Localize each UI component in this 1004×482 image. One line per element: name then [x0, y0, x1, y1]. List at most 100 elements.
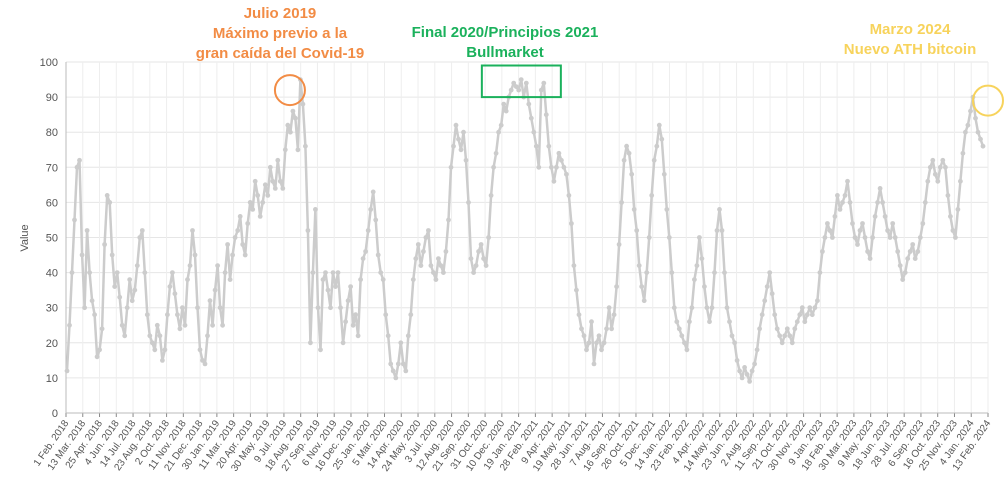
- data-point: [927, 164, 933, 170]
- data-point: [945, 193, 951, 198]
- data-point: [702, 284, 707, 289]
- data-point: [538, 87, 544, 93]
- data-point: [880, 200, 885, 205]
- data-point: [252, 178, 258, 184]
- data-point: [541, 80, 547, 86]
- data-point: [418, 263, 424, 268]
- data-point: [400, 361, 406, 367]
- data-point: [533, 143, 539, 149]
- data-point: [644, 270, 650, 275]
- data-point: [611, 312, 617, 318]
- data-point: [175, 312, 180, 318]
- data-point: [192, 252, 198, 258]
- data-point: [370, 189, 376, 195]
- y-axis-label: Value: [19, 224, 31, 251]
- data-point: [742, 365, 747, 370]
- data-point: [295, 147, 301, 153]
- data-point: [486, 235, 491, 240]
- data-point: [905, 256, 911, 261]
- data-point: [782, 333, 788, 339]
- data-point: [714, 228, 720, 233]
- annotation-bullmarket-line-1: Final 2020/Principios 2021: [411, 24, 599, 41]
- data-point: [543, 112, 549, 118]
- data-point: [739, 375, 745, 381]
- data-point: [656, 122, 662, 128]
- data-point: [272, 186, 278, 191]
- data-point: [822, 235, 828, 240]
- data-point: [556, 150, 562, 156]
- data-point: [348, 284, 353, 289]
- data-point: [202, 361, 208, 367]
- data-point: [335, 270, 341, 275]
- data-point: [446, 217, 451, 223]
- data-point: [712, 270, 717, 275]
- data-point: [64, 368, 70, 374]
- data-point: [559, 157, 564, 163]
- data-point: [195, 305, 200, 311]
- data-point: [415, 242, 421, 247]
- data-point: [965, 122, 971, 128]
- data-point: [930, 157, 936, 163]
- data-point: [960, 150, 966, 156]
- data-point: [820, 249, 825, 254]
- series-line: [65, 78, 985, 383]
- data-point: [365, 228, 371, 233]
- value-series: [64, 77, 986, 384]
- data-point: [584, 347, 589, 353]
- data-point: [815, 298, 820, 304]
- data-point: [167, 284, 173, 289]
- data-point: [870, 235, 875, 240]
- data-point: [910, 242, 916, 247]
- data-point: [461, 129, 466, 135]
- data-point: [827, 228, 833, 233]
- data-point: [74, 164, 80, 170]
- data-point: [511, 80, 517, 86]
- data-point: [631, 207, 637, 212]
- data-point: [410, 277, 416, 282]
- data-point: [897, 263, 903, 268]
- data-point: [373, 217, 379, 223]
- data-point: [850, 221, 855, 226]
- data-point: [448, 164, 454, 170]
- data-point: [308, 340, 313, 346]
- data-point: [531, 129, 537, 135]
- data-point: [729, 333, 735, 339]
- data-point: [441, 270, 446, 275]
- data-point: [235, 228, 241, 233]
- data-point: [594, 340, 599, 346]
- data-point: [102, 242, 107, 247]
- data-point: [752, 361, 757, 367]
- data-point: [300, 101, 306, 107]
- data-point: [845, 178, 850, 184]
- annotation-marzo-2024-line-2: Nuevo ATH bitcoin: [843, 41, 977, 58]
- data-point: [799, 305, 805, 311]
- data-point: [242, 252, 248, 258]
- data-point: [679, 333, 685, 339]
- data-point: [225, 242, 231, 247]
- data-point: [237, 214, 243, 219]
- data-point: [207, 298, 213, 304]
- data-point: [408, 312, 414, 318]
- data-point: [732, 340, 737, 346]
- data-point: [749, 368, 755, 374]
- data-point: [262, 182, 268, 188]
- data-point: [885, 228, 890, 233]
- data-point: [561, 164, 567, 170]
- data-point: [651, 157, 657, 163]
- data-point: [157, 333, 163, 339]
- data-point: [953, 235, 958, 240]
- data-point: [586, 340, 592, 346]
- data-point: [564, 171, 569, 177]
- data-point: [87, 270, 92, 275]
- data-point: [687, 319, 692, 325]
- data-point: [912, 256, 918, 261]
- data-point: [338, 305, 343, 311]
- data-point: [330, 270, 336, 275]
- data-point: [664, 207, 670, 212]
- data-point: [717, 207, 722, 212]
- data-point: [478, 242, 484, 247]
- data-point: [621, 157, 627, 163]
- data-point: [571, 263, 577, 268]
- data-point: [925, 178, 931, 184]
- data-point: [576, 312, 582, 318]
